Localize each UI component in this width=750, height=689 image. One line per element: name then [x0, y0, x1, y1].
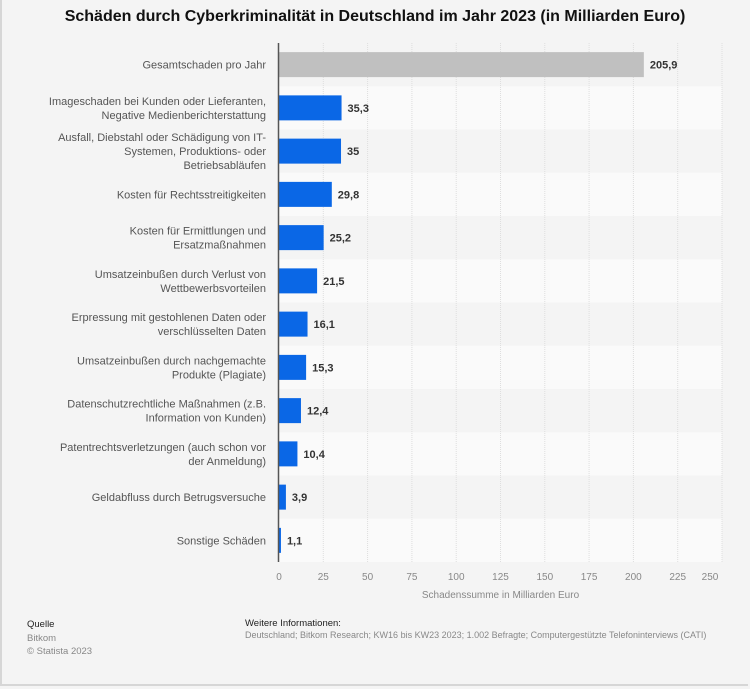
x-axis-title: Schadenssumme in Milliarden Euro — [422, 590, 580, 601]
category-label: Ausfall, Diebstahl oder Schädigung von I… — [58, 132, 266, 172]
source-name: Bitkom — [27, 633, 57, 644]
category-label: Sonstige Schäden — [177, 535, 266, 547]
value-label: 205,9 — [650, 60, 678, 72]
bar[interactable] — [279, 181, 332, 207]
value-label: 25,2 — [330, 233, 351, 245]
category-label: Kosten für Rechtsstreitigkeiten — [117, 189, 266, 201]
bar[interactable] — [279, 527, 281, 553]
value-label: 21,5 — [323, 276, 344, 288]
info-heading: Weitere Informationen: — [245, 618, 341, 629]
value-label: 35,3 — [348, 103, 369, 115]
x-tick-label: 175 — [581, 572, 598, 583]
x-tick-label: 125 — [492, 572, 509, 583]
value-label: 16,1 — [314, 319, 335, 331]
chart-title: Schäden durch Cyberkriminalität in Deuts… — [64, 8, 686, 25]
x-tick-label: 150 — [536, 572, 553, 583]
bar[interactable] — [279, 268, 318, 294]
info-text: Deutschland; Bitkom Research; KW16 bis K… — [245, 630, 707, 640]
value-label: 15,3 — [312, 362, 333, 374]
bar[interactable] — [279, 398, 301, 424]
bar[interactable] — [279, 354, 307, 380]
value-label: 1,1 — [287, 535, 302, 547]
category-label: Umsatzeinbußen durch Verlust von Wettbewe… — [95, 269, 266, 295]
value-label: 35 — [347, 146, 359, 158]
category-label: Datenschutzrechtliche Maßnahmen (z.B. Inf… — [67, 399, 266, 425]
x-tick-label: 250 — [702, 572, 719, 583]
x-tick-label: 100 — [448, 572, 465, 583]
value-label: 10,4 — [303, 449, 325, 461]
category-label: Patentrechtsverletzungen (auch schon vor… — [60, 442, 266, 468]
category-label: Imageschaden bei Kunden oder Lieferanten… — [49, 96, 266, 122]
x-tick-label: 50 — [362, 572, 374, 583]
bar[interactable] — [279, 484, 286, 510]
x-tick-label: 25 — [318, 572, 330, 583]
bar[interactable] — [279, 311, 308, 337]
value-label: 29,8 — [338, 189, 359, 201]
bar[interactable] — [279, 138, 342, 164]
bar[interactable] — [279, 225, 324, 251]
bar[interactable] — [279, 95, 342, 121]
category-label: Erpressung mit gestohlenen Daten oder ver… — [72, 312, 267, 338]
category-label: Umsatzeinbußen durch nachgemachte Produkt… — [77, 355, 266, 381]
category-label: Kosten für Ermittlungen und Ersatzmaßnahm… — [130, 226, 266, 252]
x-tick-label: 225 — [669, 572, 686, 583]
value-label: 3,9 — [292, 492, 307, 504]
x-tick-label: 75 — [406, 572, 418, 583]
category-label: Gesamtschaden pro Jahr — [142, 60, 266, 72]
value-label: 12,4 — [307, 406, 329, 418]
source-heading: Quelle — [27, 619, 55, 630]
bar[interactable] — [279, 52, 644, 78]
copyright: © Statista 2023 — [27, 646, 93, 657]
category-label: Geldabfluss durch Betrugsversuche — [92, 492, 266, 504]
x-tick-label: 0 — [276, 572, 282, 583]
bar[interactable] — [279, 441, 298, 467]
x-tick-label: 200 — [625, 572, 642, 583]
